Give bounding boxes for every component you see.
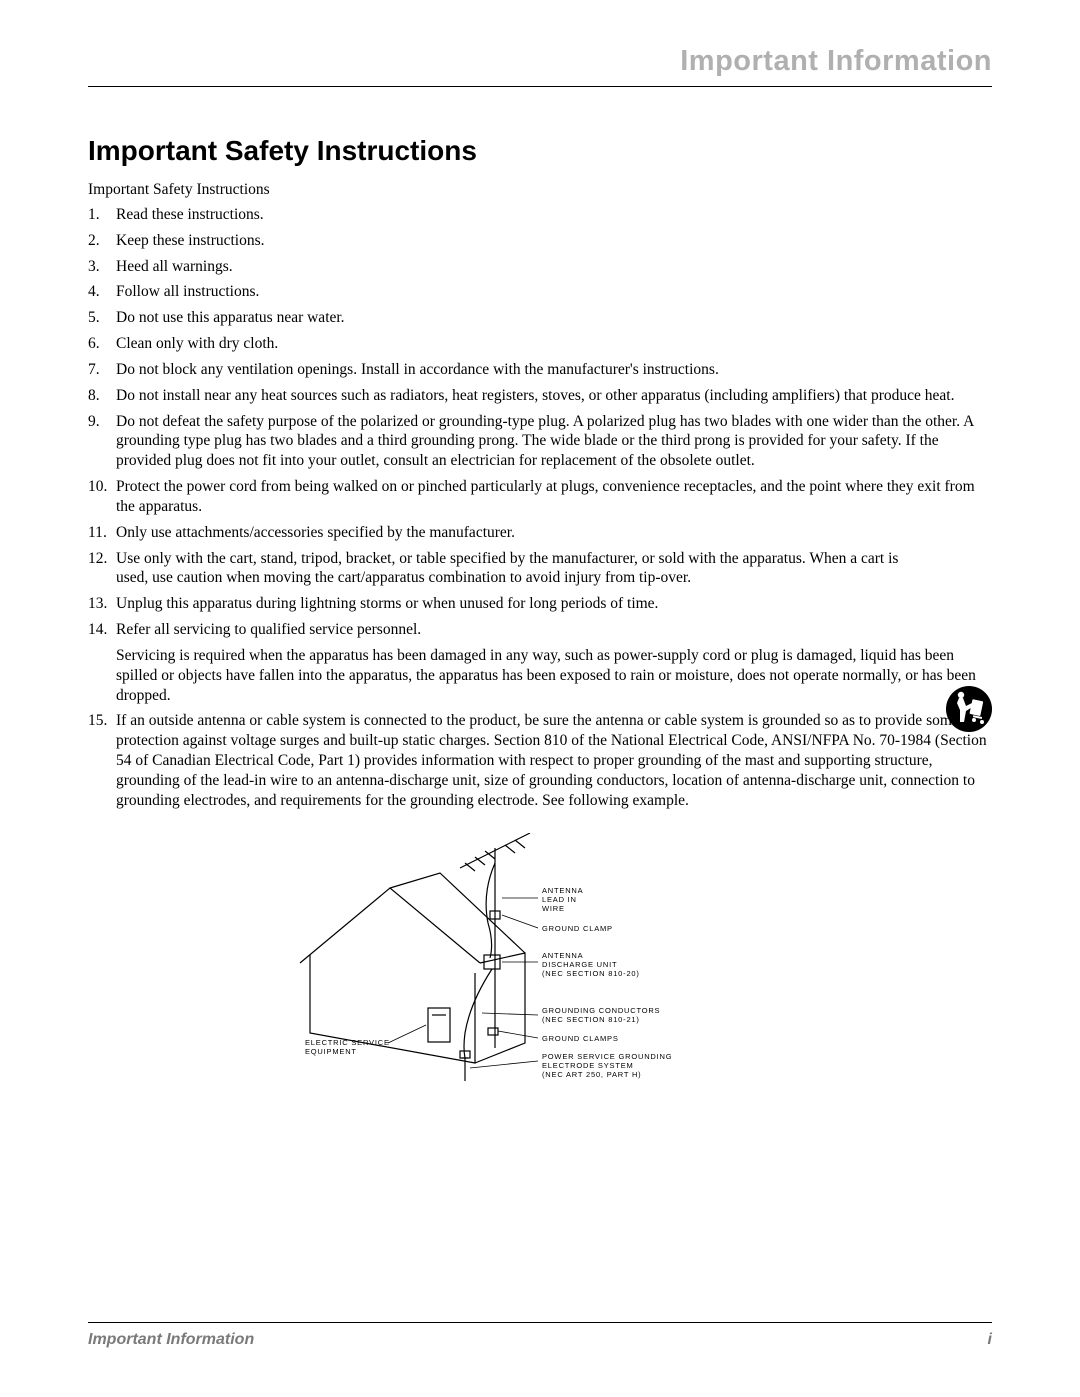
list-item: Keep these instructions. [88,231,992,251]
list-item-text: Refer all servicing to qualified service… [116,621,421,638]
tip-over-icon [946,686,992,732]
list-item: Do not use this apparatus near water. [88,308,992,328]
instructions-list: Read these instructions. Keep these inst… [88,205,992,811]
footer-left: Important Information [88,1331,254,1349]
section-title: Important Safety Instructions [88,135,992,167]
svg-text:GROUND CLAMP: GROUND CLAMP [542,924,613,933]
list-item: Read these instructions. [88,205,992,225]
svg-text:GROUND CLAMPS: GROUND CLAMPS [542,1034,619,1043]
list-item: Use only with the cart, stand, tripod, b… [88,549,992,589]
svg-text:ANTENNALEAD INWIRE: ANTENNALEAD INWIRE [542,886,583,913]
list-item: Unplug this apparatus during lightning s… [88,594,992,614]
svg-text:POWER SERVICE GROUNDINGELECTRO: POWER SERVICE GROUNDINGELECTRODE SYSTEM(… [542,1052,672,1079]
list-item: Do not install near any heat sources suc… [88,386,992,406]
list-item: Refer all servicing to qualified service… [88,620,992,705]
list-item: Do not defeat the safety purpose of the … [88,412,992,471]
header-title: Important Information [88,45,992,87]
svg-text:GROUNDING CONDUCTORS(NEC SECTI: GROUNDING CONDUCTORS(NEC SECTION 810-21) [542,1006,660,1024]
list-item: Only use attachments/accessories specifi… [88,523,992,543]
grounding-diagram: ANTENNALEAD INWIRE GROUND CLAMP ANTENNAD… [88,833,992,1083]
svg-text:ELECTRIC SERVICEEQUIPMENT: ELECTRIC SERVICEEQUIPMENT [305,1038,390,1056]
footer-right: i [988,1331,992,1349]
intro-text: Important Safety Instructions [88,181,992,199]
page-footer: Important Information i [88,1322,992,1349]
list-item: Clean only with dry cloth. [88,334,992,354]
svg-text:ANTENNADISCHARGE UNIT(NEC SECT: ANTENNADISCHARGE UNIT(NEC SECTION 810-20… [542,951,640,978]
list-item-subpara: Servicing is required when the apparatus… [116,646,992,705]
list-item: If an outside antenna or cable system is… [88,711,992,810]
list-item: Protect the power cord from being walked… [88,477,992,517]
list-item: Follow all instructions. [88,282,992,302]
list-item: Do not block any ventilation openings. I… [88,360,992,380]
list-item: Heed all warnings. [88,257,992,277]
